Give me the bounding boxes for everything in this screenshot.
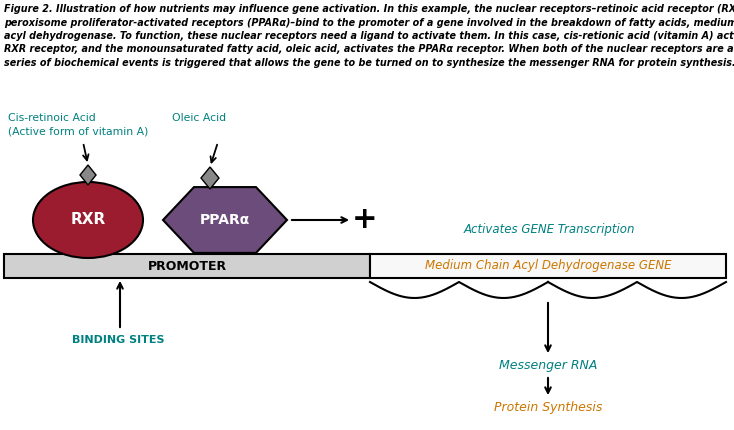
Polygon shape (80, 165, 96, 185)
Text: Protein Synthesis: Protein Synthesis (494, 401, 602, 414)
Text: BINDING SITES: BINDING SITES (72, 335, 164, 345)
Text: Activates GENE Transcription: Activates GENE Transcription (463, 224, 635, 236)
Ellipse shape (33, 182, 143, 258)
Text: RXR: RXR (70, 212, 106, 227)
Polygon shape (163, 187, 287, 253)
Text: PPARα: PPARα (200, 213, 250, 227)
Text: Cis-retinoic Acid: Cis-retinoic Acid (8, 113, 95, 123)
Text: Figure 2. Illustration of how nutrients may influence gene activation. In this e: Figure 2. Illustration of how nutrients … (4, 4, 734, 14)
Text: RXR receptor, and the monounsaturated fatty acid, oleic acid, activates the PPAR: RXR receptor, and the monounsaturated fa… (4, 44, 734, 55)
Text: Messenger RNA: Messenger RNA (499, 359, 597, 372)
Text: +: + (352, 206, 378, 234)
Text: PROMOTER: PROMOTER (148, 259, 227, 273)
Text: Oleic Acid: Oleic Acid (172, 113, 226, 123)
Text: acyl dehydrogenase. To function, these nuclear receptors need a ligand to activa: acyl dehydrogenase. To function, these n… (4, 31, 734, 41)
Text: peroxisome proliferator-activated receptors (PPARα)–bind to the promoter of a ge: peroxisome proliferator-activated recept… (4, 18, 734, 28)
FancyBboxPatch shape (4, 254, 370, 278)
Polygon shape (201, 167, 219, 189)
Text: Medium Chain Acyl Dehydrogenase GENE: Medium Chain Acyl Dehydrogenase GENE (425, 259, 672, 273)
Text: (Active form of vitamin A): (Active form of vitamin A) (8, 126, 148, 136)
Text: series of biochemical events is triggered that allows the gene to be turned on t: series of biochemical events is triggere… (4, 58, 734, 68)
FancyBboxPatch shape (370, 254, 726, 278)
